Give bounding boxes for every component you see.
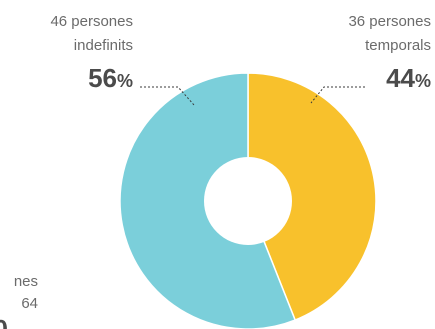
label-category-temporals: temporals	[365, 37, 431, 54]
label-partial-line2: 64	[21, 295, 38, 312]
label-partial-line3: 0	[0, 314, 8, 329]
leader-line-temporals	[310, 86, 365, 104]
percent-number-temporals: 44	[386, 63, 415, 93]
percent-number-indefinits: 56	[88, 63, 117, 93]
percent-sign-indefinits: %	[117, 71, 133, 91]
label-count-temporals: 36 persones	[348, 13, 431, 30]
label-category-indefinits: indefinits	[74, 37, 133, 54]
label-partial-line1: nes	[14, 273, 38, 290]
leader-line-indefinits	[140, 86, 195, 106]
label-percent-indefinits: 56%	[88, 63, 133, 93]
slice-temporals	[247, 72, 377, 321]
donut-hole	[204, 157, 292, 245]
label-count-indefinits: 46 persones	[50, 13, 133, 30]
percent-sign-temporals: %	[415, 71, 431, 91]
label-percent-temporals: 44%	[386, 63, 431, 93]
